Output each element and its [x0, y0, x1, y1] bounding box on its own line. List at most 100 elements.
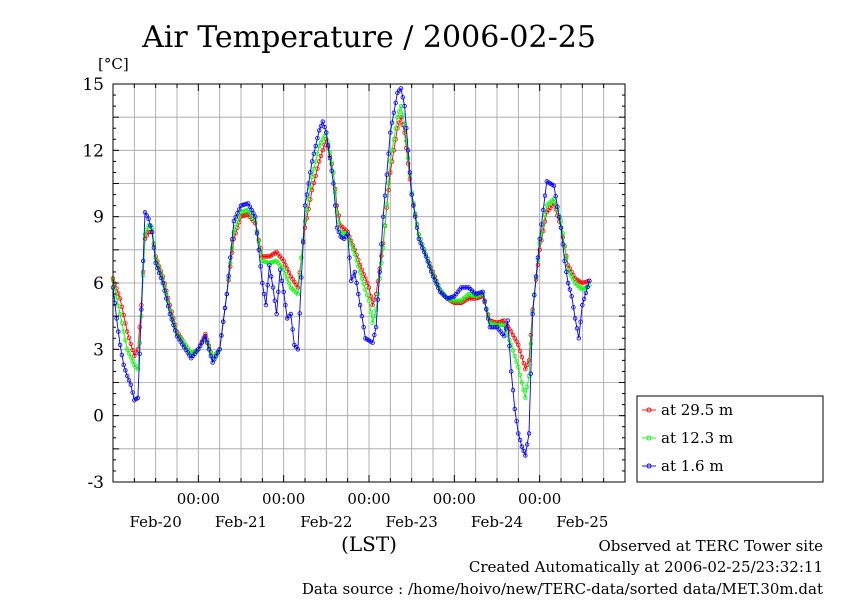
series-point [215, 350, 221, 355]
series-point [160, 280, 165, 286]
series-point [324, 130, 329, 135]
series-point [361, 281, 366, 287]
x-tick-time-label: 00:00 [262, 490, 305, 508]
series-point [574, 326, 580, 331]
series-point [373, 307, 379, 312]
series-point [208, 353, 213, 359]
series-point [315, 135, 320, 141]
series-point [151, 245, 157, 250]
series-point [204, 340, 210, 345]
series-point [317, 128, 322, 133]
series-point [409, 192, 414, 197]
series-point [313, 143, 318, 149]
series-point [517, 437, 523, 443]
series-point [542, 212, 548, 218]
series-point [158, 275, 164, 281]
series-point [372, 314, 377, 319]
series-point [567, 287, 573, 292]
series-point [140, 258, 146, 264]
series-point [411, 203, 416, 208]
series-point [349, 242, 354, 247]
series-point [560, 231, 565, 236]
series-point [539, 231, 544, 236]
series-point [263, 302, 269, 308]
series-point [333, 203, 338, 208]
series-point [336, 229, 341, 235]
series-point [295, 291, 301, 297]
series-point [270, 285, 276, 290]
series-point [210, 360, 215, 365]
series-point [286, 280, 292, 286]
series-point [384, 172, 389, 177]
series-point [236, 207, 242, 212]
series-point [510, 332, 516, 338]
series-point [130, 358, 135, 364]
series-point [244, 212, 249, 218]
series-point [197, 343, 203, 349]
series-point [523, 453, 528, 458]
series-point [373, 325, 379, 330]
series-point [128, 354, 133, 360]
series-point [352, 269, 357, 275]
series-point [220, 319, 226, 324]
series-point [354, 280, 359, 286]
series-point [126, 378, 132, 383]
series-point [421, 249, 427, 255]
series-point [414, 225, 420, 230]
series-point [167, 307, 173, 312]
x-date-label: Feb-23 [386, 513, 438, 531]
series-point [117, 342, 123, 348]
series-point [482, 298, 487, 303]
series-point [226, 273, 231, 278]
series-point [386, 151, 391, 156]
x-date-label: Feb-24 [471, 513, 523, 531]
series-point [389, 120, 395, 125]
series-point [500, 322, 505, 328]
series-point [525, 442, 530, 447]
y-tick-label: 15 [82, 75, 104, 95]
series-point [135, 367, 141, 372]
series-point [309, 174, 315, 180]
series-point [370, 340, 375, 345]
series-point [377, 269, 382, 275]
series-point [297, 311, 302, 316]
series-point [155, 265, 160, 271]
series-point [375, 297, 381, 302]
series-point [308, 170, 313, 175]
series-point [555, 204, 560, 209]
series-point [146, 216, 151, 222]
series-point [571, 305, 576, 310]
series-point [165, 304, 171, 309]
series-point [352, 252, 357, 257]
series-point [311, 166, 317, 172]
series-point [407, 170, 413, 175]
series-point [334, 225, 340, 230]
series-point [418, 240, 423, 246]
series-point [510, 388, 516, 393]
series-point [354, 258, 359, 263]
series-point [350, 274, 356, 279]
series-point [135, 395, 141, 401]
series-point [347, 237, 352, 242]
series-point [576, 336, 581, 341]
series-point [480, 289, 485, 294]
series-point [124, 373, 130, 379]
series-point [370, 320, 375, 325]
series-point [235, 211, 240, 216]
series-point [329, 168, 334, 173]
series-point [254, 231, 260, 236]
series-point [128, 341, 133, 346]
series-point [514, 419, 519, 424]
series-point [165, 299, 171, 304]
series-point [276, 289, 281, 294]
series-point [484, 307, 489, 312]
series-point [153, 260, 158, 266]
series-point [366, 285, 372, 290]
series-point [269, 274, 274, 279]
series-point [277, 267, 283, 272]
series-point [359, 276, 365, 281]
series-point [256, 247, 261, 252]
x-date-label: Feb-20 [130, 513, 182, 531]
x-date-label: Feb-22 [300, 513, 352, 531]
series-point [519, 444, 525, 449]
